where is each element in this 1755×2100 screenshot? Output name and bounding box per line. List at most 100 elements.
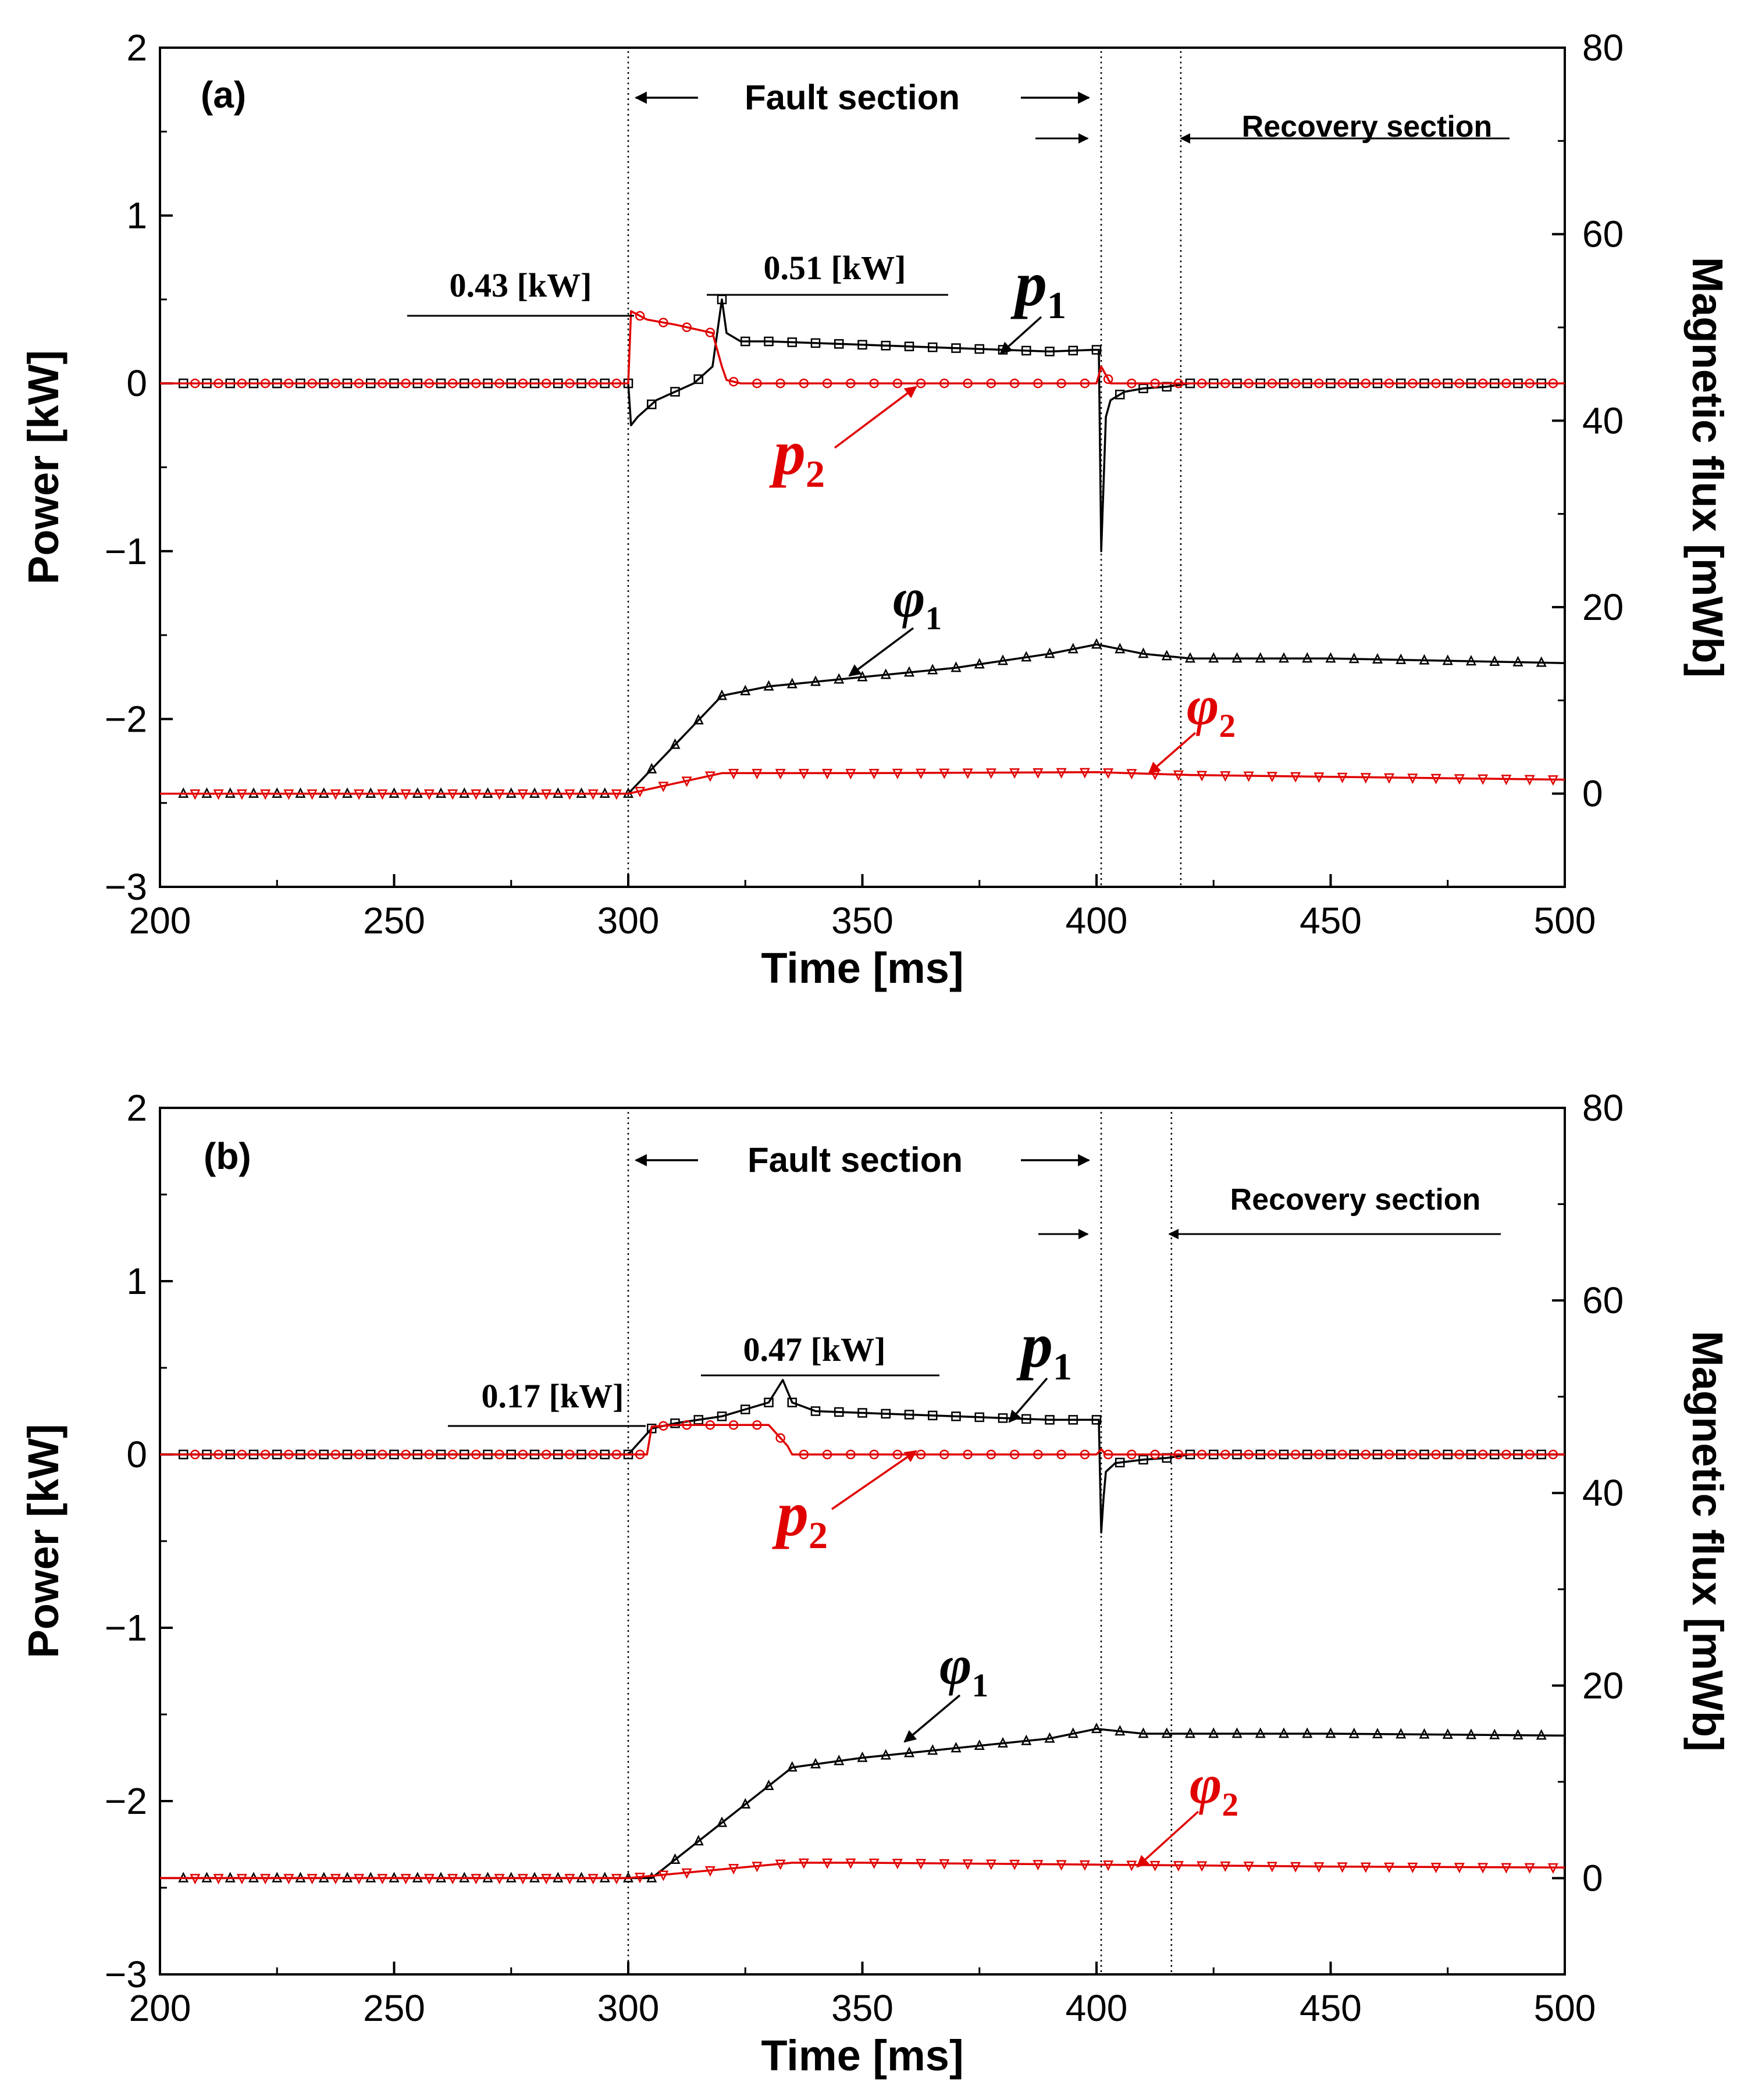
x-tick-label: 400 <box>1066 900 1128 942</box>
data-point-phi1 <box>927 1744 938 1755</box>
data-point-phi2 <box>1478 1863 1489 1874</box>
data-point-p2 <box>1548 1449 1558 1460</box>
data-point-p2 <box>471 378 481 388</box>
data-point-p1 <box>693 1415 703 1425</box>
data-point-p2 <box>1220 1449 1230 1460</box>
data-point-p2 <box>447 1449 458 1460</box>
data-point-p2 <box>378 1449 387 1460</box>
data-point-phi1 <box>1044 1732 1055 1743</box>
data-point-phi2 <box>728 769 739 780</box>
data-point-phi2 <box>962 768 973 779</box>
data-point-phi2 <box>798 769 809 780</box>
curve-label-subscript: 1 <box>1047 284 1066 327</box>
data-point-p1 <box>1068 345 1078 356</box>
data-point-p2 <box>494 1449 504 1460</box>
data-point-phi1 <box>670 738 681 749</box>
x-tick-label: 300 <box>597 900 660 942</box>
data-point-phi2 <box>1009 768 1020 779</box>
data-point-phi1 <box>646 762 657 773</box>
data-point-p2 <box>1478 378 1488 388</box>
data-point-p2 <box>658 318 668 327</box>
data-point-p2 <box>892 1449 903 1460</box>
data-point-p2 <box>799 378 809 388</box>
data-point-p2 <box>869 378 879 388</box>
data-point-p1 <box>670 1418 680 1428</box>
data-point-p2 <box>237 1449 247 1460</box>
data-point-p2 <box>822 378 832 388</box>
data-point-phi2 <box>1501 1863 1512 1874</box>
data-point-p2 <box>939 1449 949 1460</box>
x-tick-label: 200 <box>129 900 191 942</box>
data-point-phi2 <box>471 789 482 800</box>
x-axis-title: Time [ms] <box>761 2031 963 2080</box>
data-point-phi2 <box>1243 1862 1254 1873</box>
data-point-phi1 <box>951 1742 962 1753</box>
data-point-p1 <box>998 1413 1008 1423</box>
data-point-phi1 <box>834 1755 845 1766</box>
data-point-phi2 <box>658 1870 669 1881</box>
data-point-p1 <box>951 1411 961 1421</box>
data-point-p1 <box>951 343 961 353</box>
curve-label-p2: p2 <box>769 417 825 495</box>
curve-label-symbol: φ <box>893 567 925 629</box>
data-point-p2 <box>1290 378 1301 388</box>
data-point-p2 <box>1103 374 1113 384</box>
data-point-phi2 <box>892 768 903 779</box>
data-point-p2 <box>541 378 551 388</box>
data-point-phi2 <box>985 1859 996 1870</box>
data-point-phi2 <box>1547 1863 1558 1874</box>
x-tick-label: 500 <box>1534 1987 1596 2029</box>
data-point-phi2 <box>283 789 294 800</box>
data-point-p2 <box>1056 1449 1066 1460</box>
data-point-phi2 <box>354 1874 365 1885</box>
data-point-p2 <box>401 378 411 388</box>
data-point-phi1 <box>786 1761 798 1772</box>
data-point-p2 <box>284 378 294 388</box>
data-point-p1 <box>741 1404 750 1414</box>
y-tick-label: −2 <box>105 1780 147 1822</box>
data-point-p2 <box>190 378 200 388</box>
data-point-p2 <box>1150 378 1160 388</box>
data-point-p2 <box>986 378 996 388</box>
data-point-phi1 <box>763 680 774 691</box>
data-point-phi2 <box>377 1874 388 1885</box>
data-point-phi1 <box>740 1798 751 1809</box>
data-point-phi1 <box>1208 1727 1219 1738</box>
data-point-phi2 <box>1430 773 1441 785</box>
y-tick-label: −3 <box>105 1953 147 1995</box>
data-point-phi2 <box>190 1874 201 1885</box>
data-point-p1 <box>834 1407 844 1417</box>
data-point-phi2 <box>1173 1861 1184 1872</box>
series-line-phi2 <box>160 771 1565 795</box>
data-point-phi1 <box>1302 1727 1313 1738</box>
data-point-phi2 <box>822 769 833 780</box>
data-point-phi2 <box>377 789 388 800</box>
data-point-p2 <box>1525 1449 1535 1460</box>
data-point-phi1 <box>1396 653 1407 664</box>
data-point-p2 <box>1033 1449 1043 1460</box>
data-point-phi1 <box>1255 652 1266 663</box>
data-point-phi1 <box>1302 652 1313 663</box>
data-point-p2 <box>1267 1449 1277 1460</box>
data-point-phi2 <box>1313 1862 1325 1873</box>
data-point-p2 <box>541 1449 551 1460</box>
series-line-p1 <box>160 1379 1565 1534</box>
data-point-p1 <box>810 1406 821 1416</box>
data-point-phi1 <box>880 668 891 679</box>
data-point-p2 <box>1150 1449 1160 1460</box>
data-point-phi1 <box>1536 1729 1547 1740</box>
data-point-phi1 <box>1278 1727 1290 1738</box>
data-point-phi2 <box>1197 771 1208 782</box>
y-tick-label: −1 <box>105 530 147 572</box>
data-point-phi2 <box>307 789 318 800</box>
data-point-phi1 <box>1115 1725 1126 1736</box>
curve-label-subscript: 1 <box>1053 1346 1072 1388</box>
data-point-phi2 <box>1430 1863 1441 1874</box>
data-point-phi2 <box>494 1874 505 1885</box>
power-annotation: 0.51 [kW] <box>764 249 906 287</box>
data-point-p2 <box>518 1449 528 1460</box>
data-point-phi1 <box>1325 1727 1336 1738</box>
data-point-p1 <box>1138 1454 1148 1465</box>
data-point-phi2 <box>1384 1862 1395 1873</box>
